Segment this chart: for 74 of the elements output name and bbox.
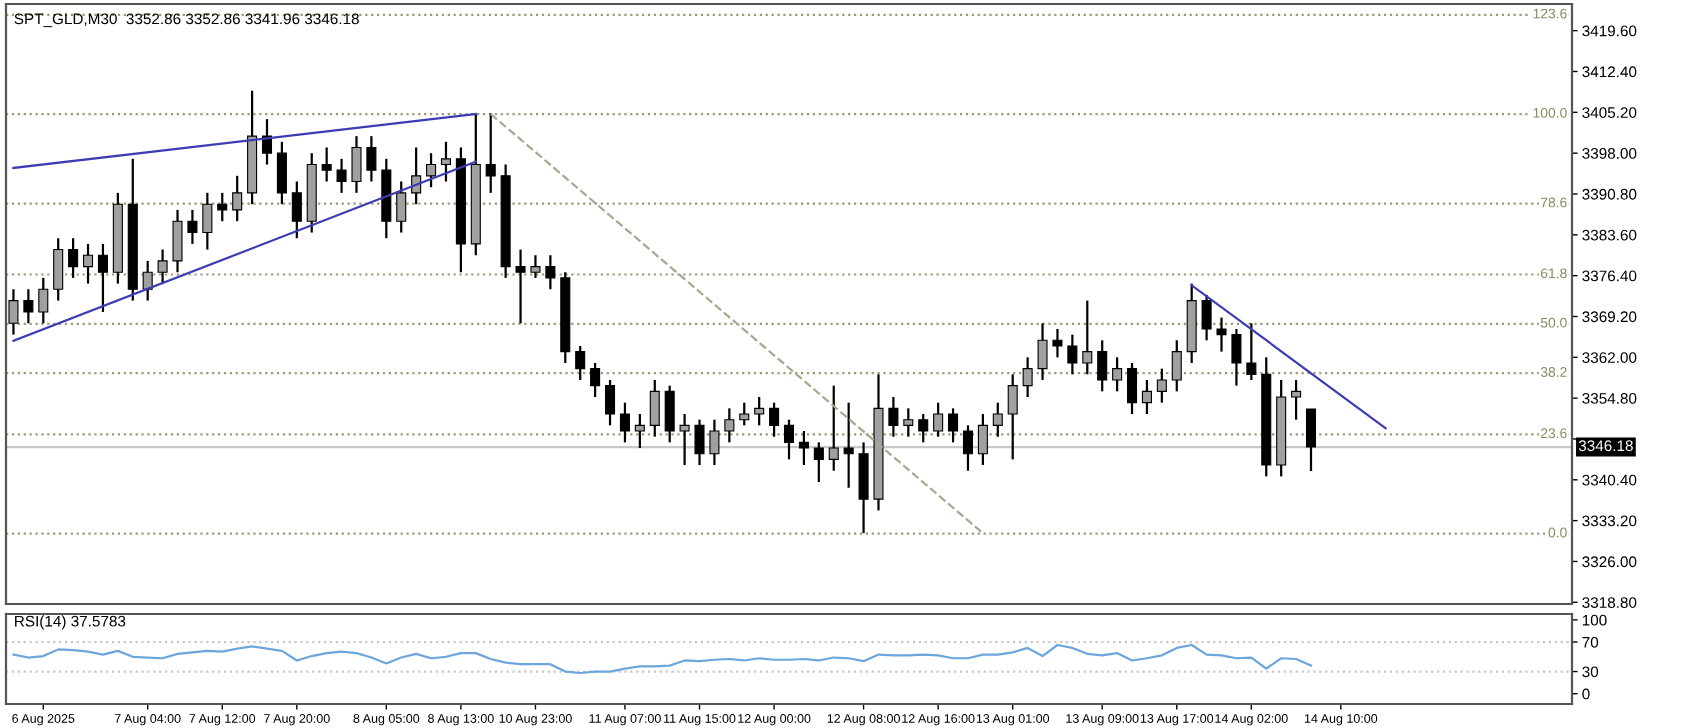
candlestick [321, 146, 332, 183]
candlestick [962, 424, 974, 472]
candlestick [1052, 327, 1063, 359]
candlestick [1231, 327, 1242, 387]
candlestick [351, 135, 362, 194]
candlestick [1037, 322, 1048, 382]
candlestick [769, 401, 780, 438]
candlestick [664, 384, 675, 444]
candlestick [679, 412, 690, 467]
candlestick [918, 412, 929, 444]
candlestick [232, 174, 243, 223]
candlestick [157, 248, 168, 285]
candlestick [68, 237, 79, 280]
candlestick [1007, 373, 1018, 461]
candlestick [1067, 333, 1078, 376]
candlestick [590, 361, 601, 399]
candlestick [396, 180, 407, 234]
candlestick [1022, 356, 1033, 399]
candlestick [739, 401, 750, 427]
candlestick [485, 112, 496, 194]
candlestick [649, 378, 660, 438]
candlestick [888, 395, 899, 438]
candlestick [1246, 322, 1257, 382]
candlestick [530, 254, 541, 280]
candlestick [426, 152, 437, 189]
candlestick [38, 276, 49, 325]
candlestick [604, 378, 616, 427]
candlestick [1097, 339, 1108, 393]
candlestick [1171, 339, 1182, 393]
candlestick [1141, 378, 1152, 416]
candlestick [8, 288, 19, 336]
candlestick [276, 140, 287, 206]
candlestick [798, 429, 809, 467]
line-series [12, 643, 1313, 675]
candlestick [336, 157, 347, 194]
candlestick [1082, 299, 1093, 376]
candlestick [619, 401, 630, 444]
candlestick [1201, 293, 1212, 342]
candlestick [634, 412, 645, 450]
candlestick [440, 140, 452, 183]
candlestick [366, 135, 377, 183]
candlestick [82, 242, 94, 285]
candlestick [843, 401, 854, 489]
candlestick [515, 248, 526, 325]
candlestick [1126, 361, 1138, 416]
candlestick [977, 412, 988, 467]
candlestick [217, 191, 228, 223]
candlestick [724, 407, 735, 444]
candlestick [709, 418, 720, 467]
candlestick [1305, 408, 1317, 473]
candlestick [783, 418, 795, 461]
candlestick [575, 344, 586, 382]
candlestick [1156, 367, 1167, 404]
candlestick [261, 118, 273, 166]
candlestick [992, 401, 1003, 438]
candlestick [694, 418, 705, 467]
candlestick [1216, 316, 1227, 353]
candlestick [187, 208, 198, 245]
candlestick [933, 401, 944, 438]
candlestick [948, 407, 959, 444]
candlestick [754, 395, 765, 427]
candlestick [97, 242, 108, 314]
candlestick [291, 180, 302, 240]
candlestick [23, 288, 34, 325]
candlestick [53, 237, 64, 302]
candlestick [545, 254, 556, 291]
candlestick [828, 384, 839, 472]
candlestick [1291, 378, 1302, 421]
candlestick [202, 191, 213, 251]
candlestick [172, 208, 183, 274]
candlestick [1112, 356, 1123, 393]
candlestick [858, 441, 869, 535]
candlestick [903, 407, 914, 438]
candlestick [813, 441, 824, 484]
